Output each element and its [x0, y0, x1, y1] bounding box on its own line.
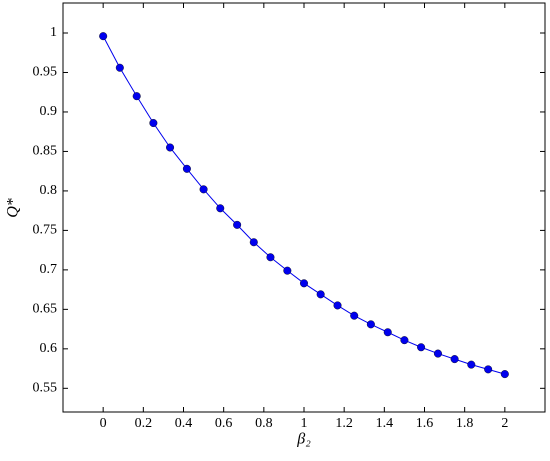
- y-tick-label: 0.8: [40, 183, 58, 198]
- point: [99, 32, 108, 41]
- y-tick-label: 0.95: [33, 65, 58, 80]
- x-axis-label: β₂: [296, 431, 311, 448]
- point: [450, 355, 459, 364]
- y-tick-label: 1: [50, 25, 57, 40]
- x-tick-label: 0: [100, 416, 107, 431]
- point: [350, 311, 359, 320]
- x-tick-label: 2: [501, 416, 508, 431]
- x-tick-label: 0.6: [215, 416, 233, 431]
- point: [383, 328, 392, 337]
- point: [132, 92, 141, 101]
- x-tick-label: 0.8: [255, 416, 273, 431]
- y-tick-label: 0.6: [40, 341, 58, 356]
- x-tick-label: 1: [301, 416, 308, 431]
- point: [316, 290, 325, 299]
- point: [149, 119, 158, 128]
- point: [115, 63, 124, 72]
- point: [199, 185, 208, 194]
- y-tick-label: 0.7: [40, 262, 58, 277]
- y-axis-label: Q*: [5, 198, 22, 218]
- point: [166, 143, 175, 152]
- x-tick-label: 1.6: [416, 416, 434, 431]
- y-tick-label: 0.65: [33, 302, 58, 317]
- plot-frame: [62, 2, 546, 413]
- series-line: [102, 35, 505, 375]
- y-tick-label: 0.85: [33, 144, 58, 159]
- x-tick-label: 1.8: [456, 416, 474, 431]
- point: [266, 253, 275, 262]
- point: [333, 301, 342, 310]
- point: [500, 370, 509, 379]
- y-tick-label: 0.9: [40, 104, 58, 119]
- x-tick-label: 0.2: [135, 416, 153, 431]
- point: [249, 238, 258, 247]
- point: [484, 365, 493, 374]
- point: [433, 349, 442, 358]
- point: [216, 204, 225, 213]
- y-tick-label: 0.55: [33, 381, 58, 396]
- x-tick-label: 1.2: [335, 416, 353, 431]
- point: [300, 279, 309, 288]
- point: [283, 266, 292, 275]
- x-tick-label: 0.4: [175, 416, 193, 431]
- point: [182, 164, 191, 173]
- point: [366, 320, 375, 329]
- point: [467, 360, 476, 369]
- point: [400, 336, 409, 345]
- point: [233, 220, 242, 229]
- point: [417, 343, 426, 352]
- y-tick-label: 0.75: [33, 223, 58, 238]
- x-tick-label: 1.4: [376, 416, 394, 431]
